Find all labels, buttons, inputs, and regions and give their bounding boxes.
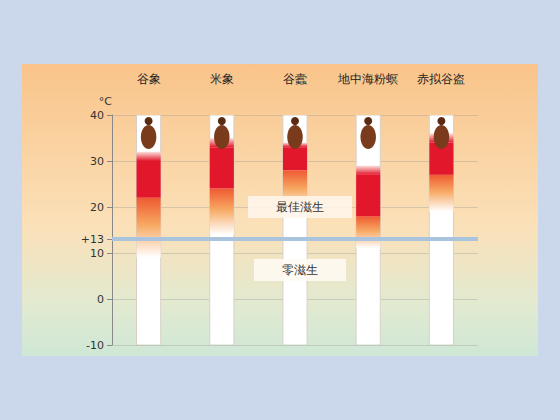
svg-text:谷象: 谷象 [137,72,161,86]
svg-text:40: 40 [90,109,104,122]
svg-text:10: 10 [90,247,104,260]
svg-text:-10: -10 [86,339,104,352]
svg-text:0: 0 [97,293,104,306]
svg-text:+13: +13 [81,233,104,246]
svg-text:20: 20 [90,201,104,214]
svg-text:地中海粉螟: 地中海粉螟 [337,72,398,86]
svg-text:°C: °C [99,95,113,108]
svg-text:最佳滋生: 最佳滋生 [276,200,324,214]
svg-text:赤拟谷盗: 赤拟谷盗 [417,72,465,86]
svg-text:零滋生: 零滋生 [282,263,318,277]
svg-text:30: 30 [90,155,104,168]
svg-text:谷蠹: 谷蠹 [283,72,307,86]
svg-text:米象: 米象 [210,72,234,86]
